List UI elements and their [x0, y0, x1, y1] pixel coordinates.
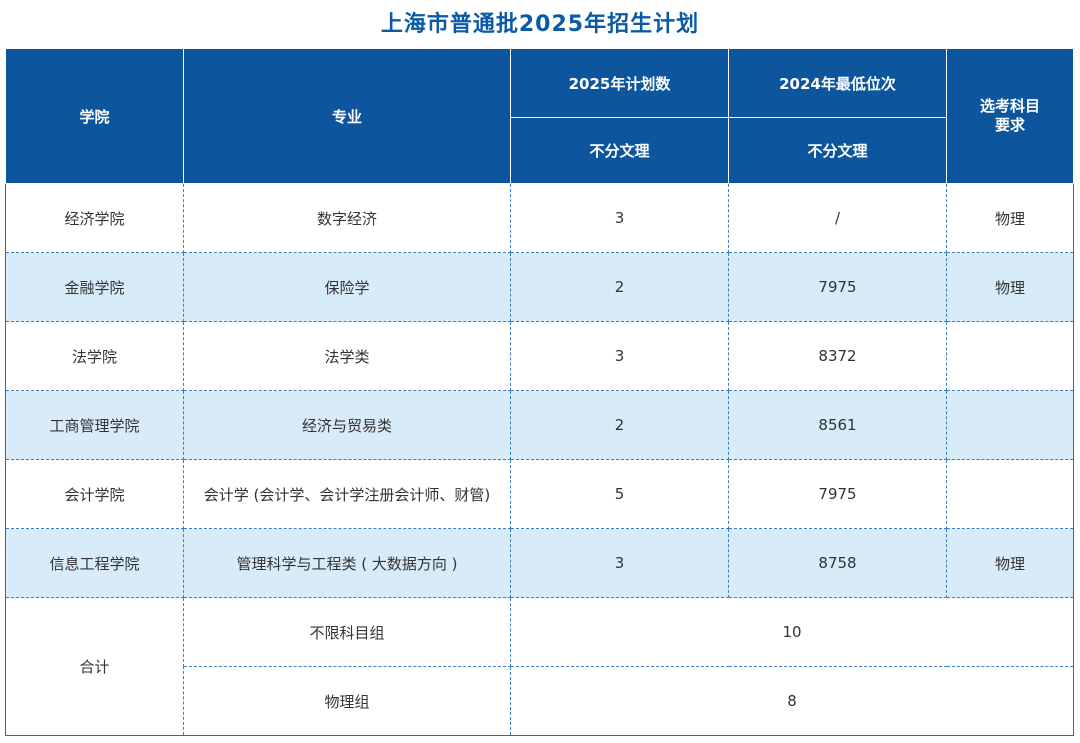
header-college: 学院 [5, 48, 184, 184]
table-row: 金融学院 保险学 2 7975 物理 [5, 252, 1074, 322]
header-row: 学院 专业 2025年计划数 2024年最低位次 选考科目 要求 [5, 48, 1074, 184]
subject-requirement-cell [946, 321, 1074, 391]
college-cell: 经济学院 [5, 183, 184, 253]
college-cell: 法学院 [5, 321, 184, 391]
header-min-rank: 2024年最低位次 [728, 48, 947, 118]
min-rank-cell: 8372 [728, 321, 947, 391]
plan-count-cell: 3 [510, 321, 729, 391]
subject-requirement-cell: 物理 [946, 252, 1074, 322]
total-group-name: 不限科目组 [183, 597, 511, 667]
header-subject-requirement: 选考科目 要求 [946, 48, 1074, 184]
college-cell: 工商管理学院 [5, 390, 184, 460]
subject-requirement-cell [946, 459, 1074, 529]
major-cell: 经济与贸易类 [183, 390, 511, 460]
college-cell: 会计学院 [5, 459, 184, 529]
header-major: 专业 [183, 48, 511, 184]
table-row: 会计学院 会计学 (会计学、会计学注册会计师、财管) 5 7975 [5, 459, 1074, 529]
table-row: 经济学院 数字经济 3 / 物理 [5, 183, 1074, 253]
min-rank-cell: 8561 [728, 390, 947, 460]
min-rank-cell: 7975 [728, 252, 947, 322]
subject-requirement-cell [946, 390, 1074, 460]
header-rank-subtype: 不分文理 [728, 117, 947, 184]
college-cell: 金融学院 [5, 252, 184, 322]
header-subject-requirement-line2: 要求 [994, 116, 1025, 134]
header-plan-subtype: 不分文理 [510, 117, 729, 184]
total-row: 物理组 8 [6, 666, 1074, 736]
min-rank-cell: 8758 [728, 528, 947, 598]
subject-requirement-cell: 物理 [946, 528, 1074, 598]
major-cell: 会计学 (会计学、会计学注册会计师、财管) [183, 459, 511, 529]
total-row: 合计 不限科目组 10 [5, 597, 1074, 736]
enrollment-plan-table: 学院 专业 2025年计划数 2024年最低位次 选考科目 要求 不分文理 不分… [5, 48, 1074, 736]
subject-requirement-cell: 物理 [946, 183, 1074, 253]
plan-count-cell: 2 [510, 252, 729, 322]
total-label: 合计 [5, 597, 184, 736]
major-cell: 管理科学与工程类 ( 大数据方向 ) [183, 528, 511, 598]
total-group-value: 10 [510, 597, 1074, 667]
min-rank-cell: 7975 [728, 459, 947, 529]
page-title: 上海市普通批2025年招生计划 [380, 12, 700, 37]
table-row: 工商管理学院 经济与贸易类 2 8561 [5, 390, 1074, 460]
plan-count-cell: 3 [510, 528, 729, 598]
table-row: 法学院 法学类 3 8372 [5, 321, 1074, 391]
header-subject-requirement-line1: 选考科目 [979, 97, 1040, 115]
college-cell: 信息工程学院 [5, 528, 184, 598]
table-row: 信息工程学院 管理科学与工程类 ( 大数据方向 ) 3 8758 物理 [5, 528, 1074, 598]
plan-count-cell: 2 [510, 390, 729, 460]
major-cell: 保险学 [183, 252, 511, 322]
plan-count-cell: 3 [510, 183, 729, 253]
header-plan-count: 2025年计划数 [510, 48, 729, 118]
total-group-name: 物理组 [183, 666, 511, 736]
min-rank-cell: / [728, 183, 947, 253]
major-cell: 数字经济 [183, 183, 511, 253]
plan-count-cell: 5 [510, 459, 729, 529]
subheader-row: 不分文理 不分文理 [6, 117, 1074, 184]
total-group-value: 8 [510, 666, 1074, 736]
major-cell: 法学类 [183, 321, 511, 391]
